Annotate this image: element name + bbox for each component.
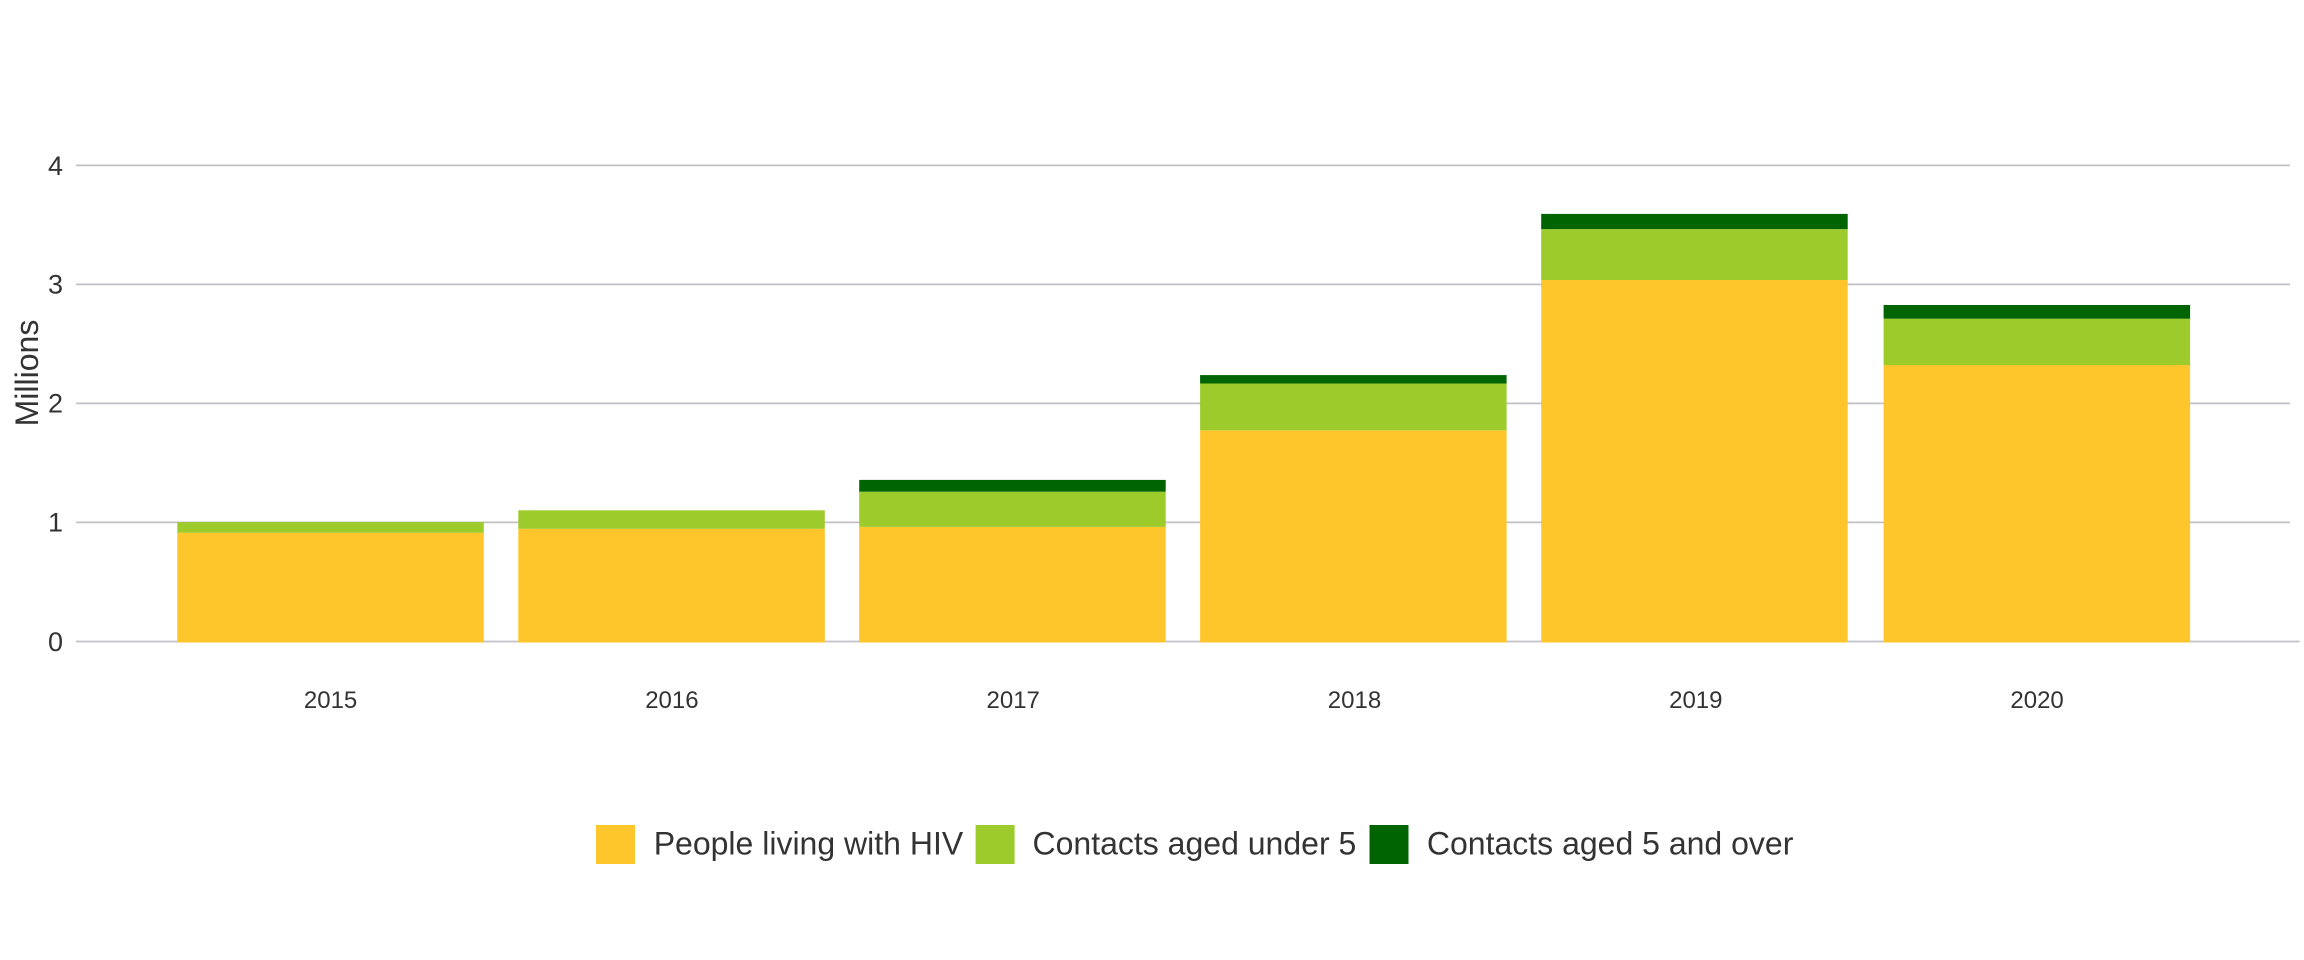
svg-text:3: 3 bbox=[48, 270, 63, 300]
svg-text:2019: 2019 bbox=[1669, 687, 1722, 714]
svg-text:2: 2 bbox=[48, 389, 63, 419]
svg-text:2016: 2016 bbox=[645, 687, 698, 714]
svg-text:Contacts aged 5 and over: Contacts aged 5 and over bbox=[1427, 826, 1794, 862]
svg-text:2020: 2020 bbox=[2010, 687, 2063, 714]
svg-text:People living with HIV: People living with HIV bbox=[654, 826, 964, 862]
svg-text:Millions: Millions bbox=[9, 320, 45, 427]
svg-text:2015: 2015 bbox=[304, 687, 357, 714]
svg-text:2017: 2017 bbox=[987, 687, 1040, 714]
svg-text:2018: 2018 bbox=[1328, 687, 1381, 714]
svg-text:Contacts aged under 5: Contacts aged under 5 bbox=[1033, 826, 1357, 862]
svg-text:4: 4 bbox=[48, 151, 63, 181]
svg-text:1: 1 bbox=[48, 508, 63, 538]
svg-text:0: 0 bbox=[48, 627, 63, 657]
